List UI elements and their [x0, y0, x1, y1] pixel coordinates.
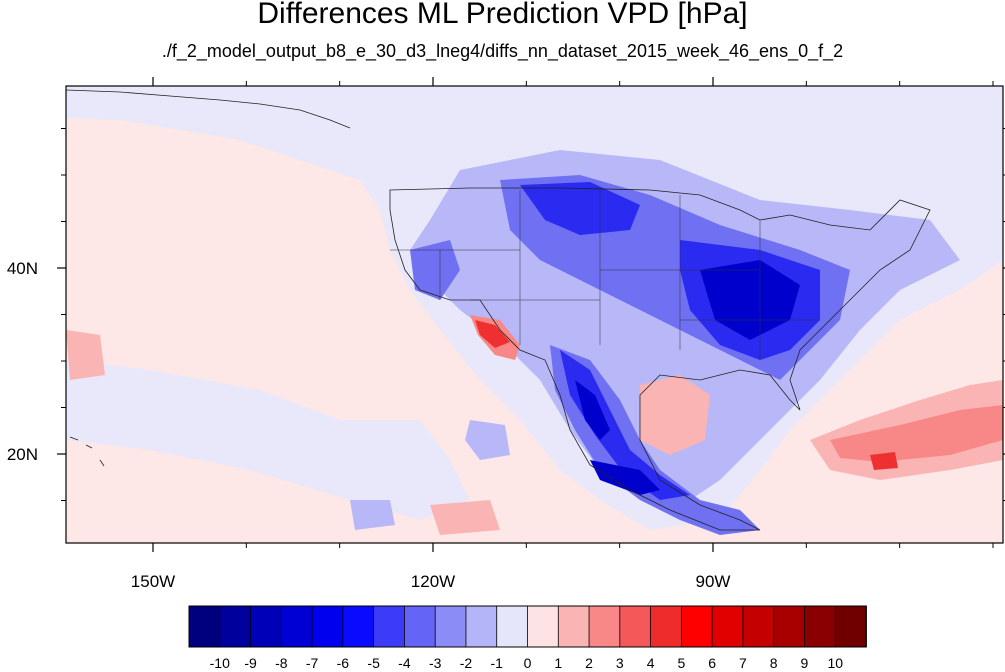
colorbar-label: 7: [739, 655, 747, 671]
colorbar-label: -1: [491, 655, 504, 671]
colorbar-label: 3: [616, 655, 624, 671]
colorbar-label: 4: [647, 655, 655, 671]
colorbar-box: [527, 605, 560, 648]
colorbar-box: [804, 605, 837, 648]
light-red-region: [640, 375, 710, 455]
strong-blue-region: [520, 182, 640, 235]
colorbar-labels: -10 -9 -8 -7 -6 -5 -4 -3 -2 -1 0 1 2 3 4 5 6 7 8 9 10: [210, 655, 844, 671]
axis-labels: 150W 120W 90W 40N 20N: [7, 259, 731, 591]
x-tick-label: 90W: [696, 572, 731, 591]
x-tick-label: 150W: [131, 572, 175, 591]
colorbar-box: [834, 605, 867, 648]
colorbar-box: [711, 605, 744, 648]
axis-ticks: [57, 77, 1005, 552]
strong-red-region: [475, 320, 510, 348]
neutral-diff-region: [66, 360, 470, 520]
state-border-outline: [390, 190, 820, 360]
colorbar-box: [404, 605, 437, 648]
deep-blue-region: [590, 460, 660, 495]
strong-blue-region: [560, 350, 690, 500]
y-tick-label: 20N: [7, 445, 38, 464]
colorbar-label: -7: [306, 655, 319, 671]
mid-blue-region: [550, 345, 760, 535]
colorbar-box: [557, 605, 590, 648]
mid-blue-region: [410, 240, 460, 300]
colorbar-label: 10: [827, 655, 843, 671]
strong-red-region: [870, 452, 898, 470]
colorbar-box: [311, 605, 344, 648]
x-tick-label: 120W: [411, 572, 455, 591]
colorbar-label: -4: [398, 655, 411, 671]
map-subtitle: ./f_2_model_output_b8_e_30_d3_lneg4/diff…: [161, 41, 844, 61]
colorbar-label: -6: [337, 655, 350, 671]
colorbar-label: -5: [367, 655, 380, 671]
colorbar-box: [465, 605, 498, 648]
colorbar-box: [219, 605, 252, 648]
mid-red-region: [830, 405, 1003, 462]
colorbar-box: [434, 605, 467, 648]
light-red-region: [430, 500, 500, 535]
light-blue-region: [465, 420, 510, 460]
hawaii-island-outline: [69, 436, 105, 467]
colorbar-box: [680, 605, 714, 648]
colorbar-box: [742, 605, 775, 648]
map-plot-area: [66, 86, 1003, 543]
colorbar-box: [588, 605, 621, 648]
map-title: Differences ML Prediction VPD [hPa]: [257, 0, 748, 30]
colorbar-label: 8: [770, 655, 778, 671]
alaska-coast-outline: [66, 89, 351, 129]
colorbar-box: [773, 605, 806, 648]
colorbar-label: -3: [429, 655, 442, 671]
colorbar-box: [496, 605, 529, 648]
colorbar-box: [188, 605, 221, 648]
colorbar-label: -10: [210, 655, 230, 671]
colorbar-label: 6: [708, 655, 716, 671]
light-blue-region: [350, 500, 395, 530]
colorbar-label: 0: [524, 655, 532, 671]
colorbar-label: -8: [275, 655, 288, 671]
colorbar: [188, 605, 867, 648]
colorbar-box: [373, 605, 406, 648]
colorbar-label: 2: [585, 655, 593, 671]
colorbar-box: [250, 605, 283, 648]
colorbar-box: [619, 605, 652, 648]
deep-blue-region: [575, 380, 610, 440]
colorbar-label: -2: [460, 655, 473, 671]
colorbar-label: 5: [677, 655, 685, 671]
colorbar-box: [650, 605, 683, 648]
y-tick-label: 40N: [7, 259, 38, 278]
colorbar-label: 9: [801, 655, 809, 671]
colorbar-box: [280, 605, 313, 648]
colorbar-label: 1: [554, 655, 562, 671]
colorbar-frame: [188, 605, 867, 648]
coastline-outline: [389, 187, 931, 531]
colorbar-box: [342, 605, 375, 648]
colorbar-label: -9: [244, 655, 257, 671]
light-red-region: [66, 330, 105, 380]
